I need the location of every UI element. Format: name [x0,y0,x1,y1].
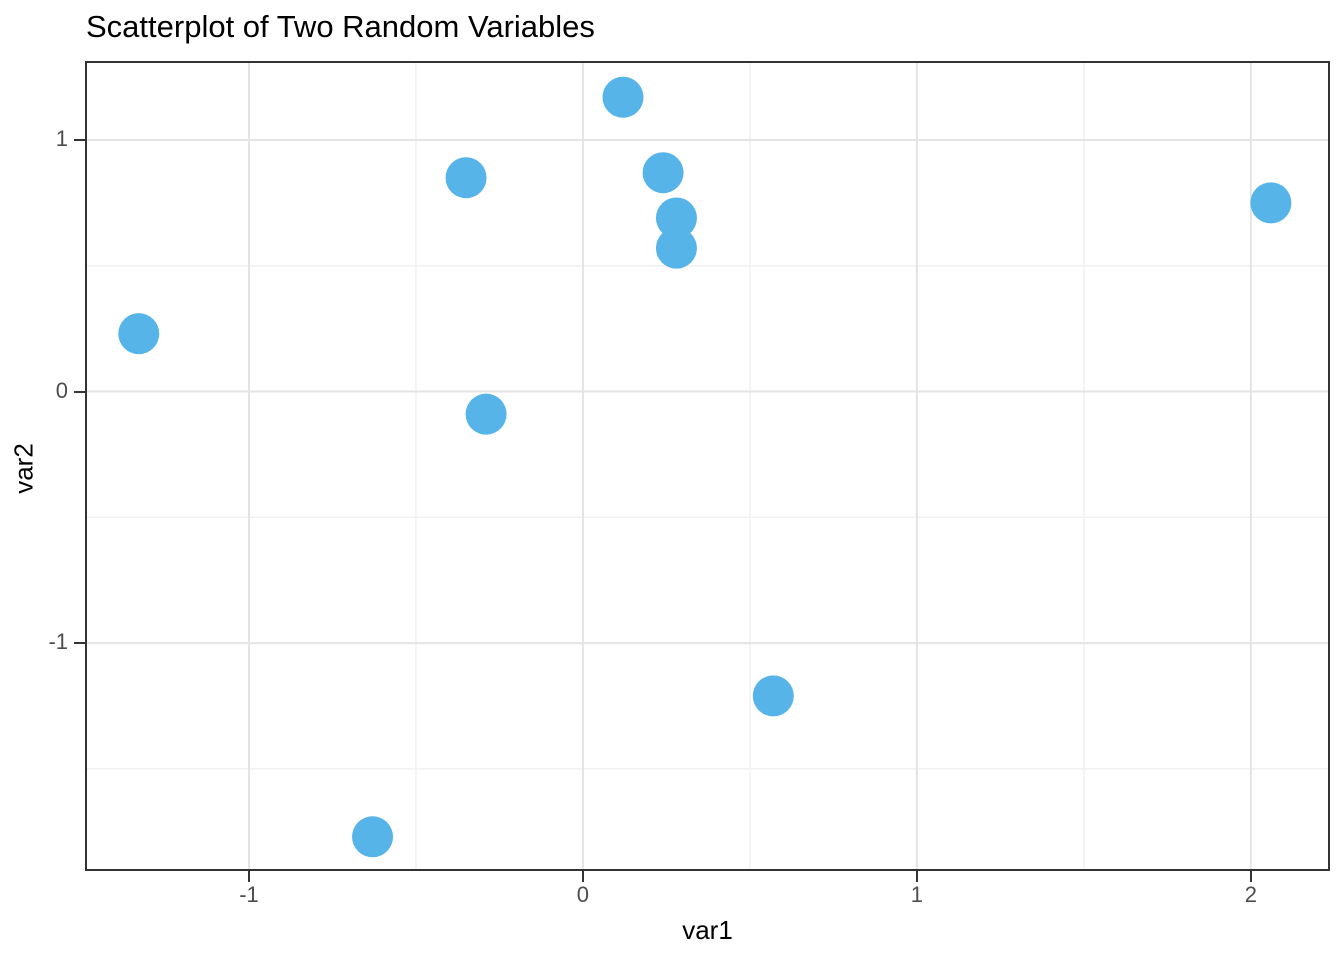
x-tick-mark [1249,871,1252,882]
data-point [602,76,644,118]
data-point [445,157,487,199]
data-point [352,816,394,858]
y-tick-label: 1 [55,125,68,151]
plot-panel [85,61,1330,871]
data-point [642,152,684,194]
x-tick-label: -1 [239,882,259,907]
data-point [465,393,507,435]
data-point [655,197,697,239]
data-point [655,227,697,269]
x-tick-label: 2 [1244,882,1257,907]
x-tick-label: 0 [576,882,590,907]
plot-canvas [87,63,1328,869]
x-tick-mark [247,871,250,882]
y-tick-mark [74,642,85,645]
y-tick-mark [74,138,85,141]
data-point [118,313,160,355]
y-axis-title: var2 [8,443,39,494]
y-tick-label: 0 [55,377,68,403]
x-tick-label: 1 [910,882,924,907]
data-point [1250,182,1292,224]
x-tick-mark [915,871,918,882]
y-tick-mark [74,390,85,393]
data-point [752,675,794,717]
x-axis-title: var1 [682,915,733,945]
y-tick-label: -1 [48,629,68,655]
x-tick-mark [581,871,584,882]
plot-title: Scatterplot of Two Random Variables [86,9,595,44]
